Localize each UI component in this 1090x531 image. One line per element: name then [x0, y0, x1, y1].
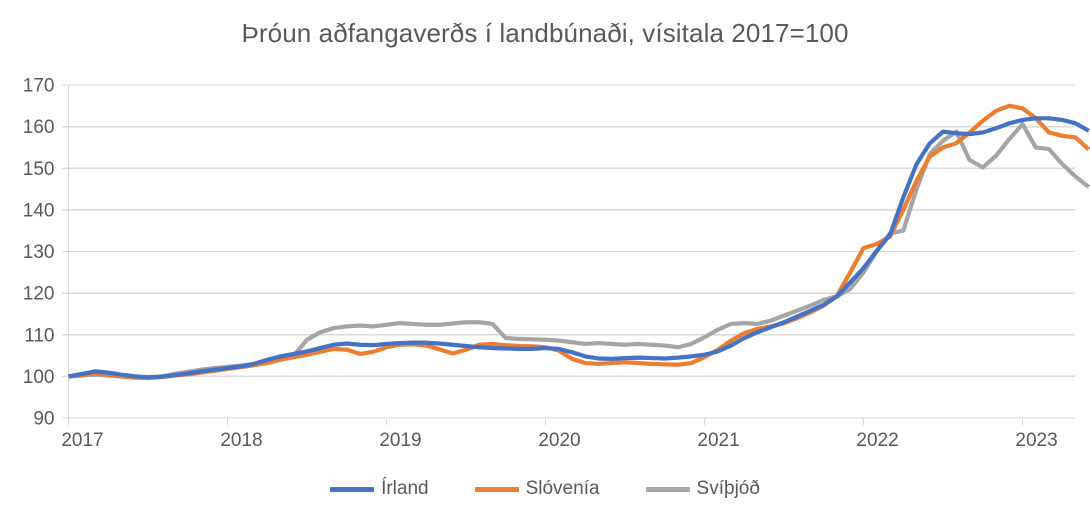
x-axis-label: 2020 — [538, 430, 580, 451]
y-axis-label: 170 — [23, 76, 55, 97]
chart-title: Þróun aðfangaverðs í landbúnaði, vísital… — [241, 18, 849, 48]
x-axis-label: 2019 — [379, 430, 421, 451]
y-axis-label: 130 — [23, 242, 55, 263]
y-axis-label: 150 — [23, 159, 55, 180]
y-axis-ticks: 90 100 110 120 130 140 150 160 170 — [23, 76, 69, 430]
x-axis-label: 2021 — [697, 430, 739, 451]
x-axis-label: 2018 — [220, 430, 262, 451]
y-axis-label: 120 — [23, 284, 55, 305]
y-axis-label: 110 — [24, 325, 54, 346]
data-series — [68, 103, 1090, 381]
y-axis-label: 140 — [23, 200, 55, 221]
legend-item-sv-j-[interactable]: Svíþjóð — [645, 478, 760, 500]
legend-item--rland[interactable]: Írland — [330, 478, 429, 500]
legend-item-sl-ven-a[interactable]: Slóvenía — [474, 478, 600, 500]
series-line--rland — [68, 116, 1090, 380]
x-axis-ticks: 2017 2018 2019 2020 2021 2022 2023 — [61, 418, 1058, 451]
y-axis-label: 100 — [23, 367, 55, 388]
legend-swatch-icon — [474, 486, 519, 492]
legend-label: Írland — [381, 478, 429, 499]
legend-swatch-icon — [330, 486, 375, 492]
series-line-sv-j- — [68, 122, 1090, 380]
chart-legend: Írland Slóvenía Svíþjóð — [0, 478, 1090, 500]
legend-label: Svíþjóð — [696, 478, 760, 499]
y-axis-label: 160 — [23, 117, 55, 138]
legend-swatch-icon — [645, 486, 690, 492]
y-axis-label: 90 — [33, 409, 54, 430]
x-axis-label: 2023 — [1015, 430, 1057, 451]
x-axis-label: 2022 — [856, 430, 898, 451]
legend-label: Slóvenía — [525, 478, 600, 499]
x-axis-label: 2017 — [61, 430, 103, 451]
